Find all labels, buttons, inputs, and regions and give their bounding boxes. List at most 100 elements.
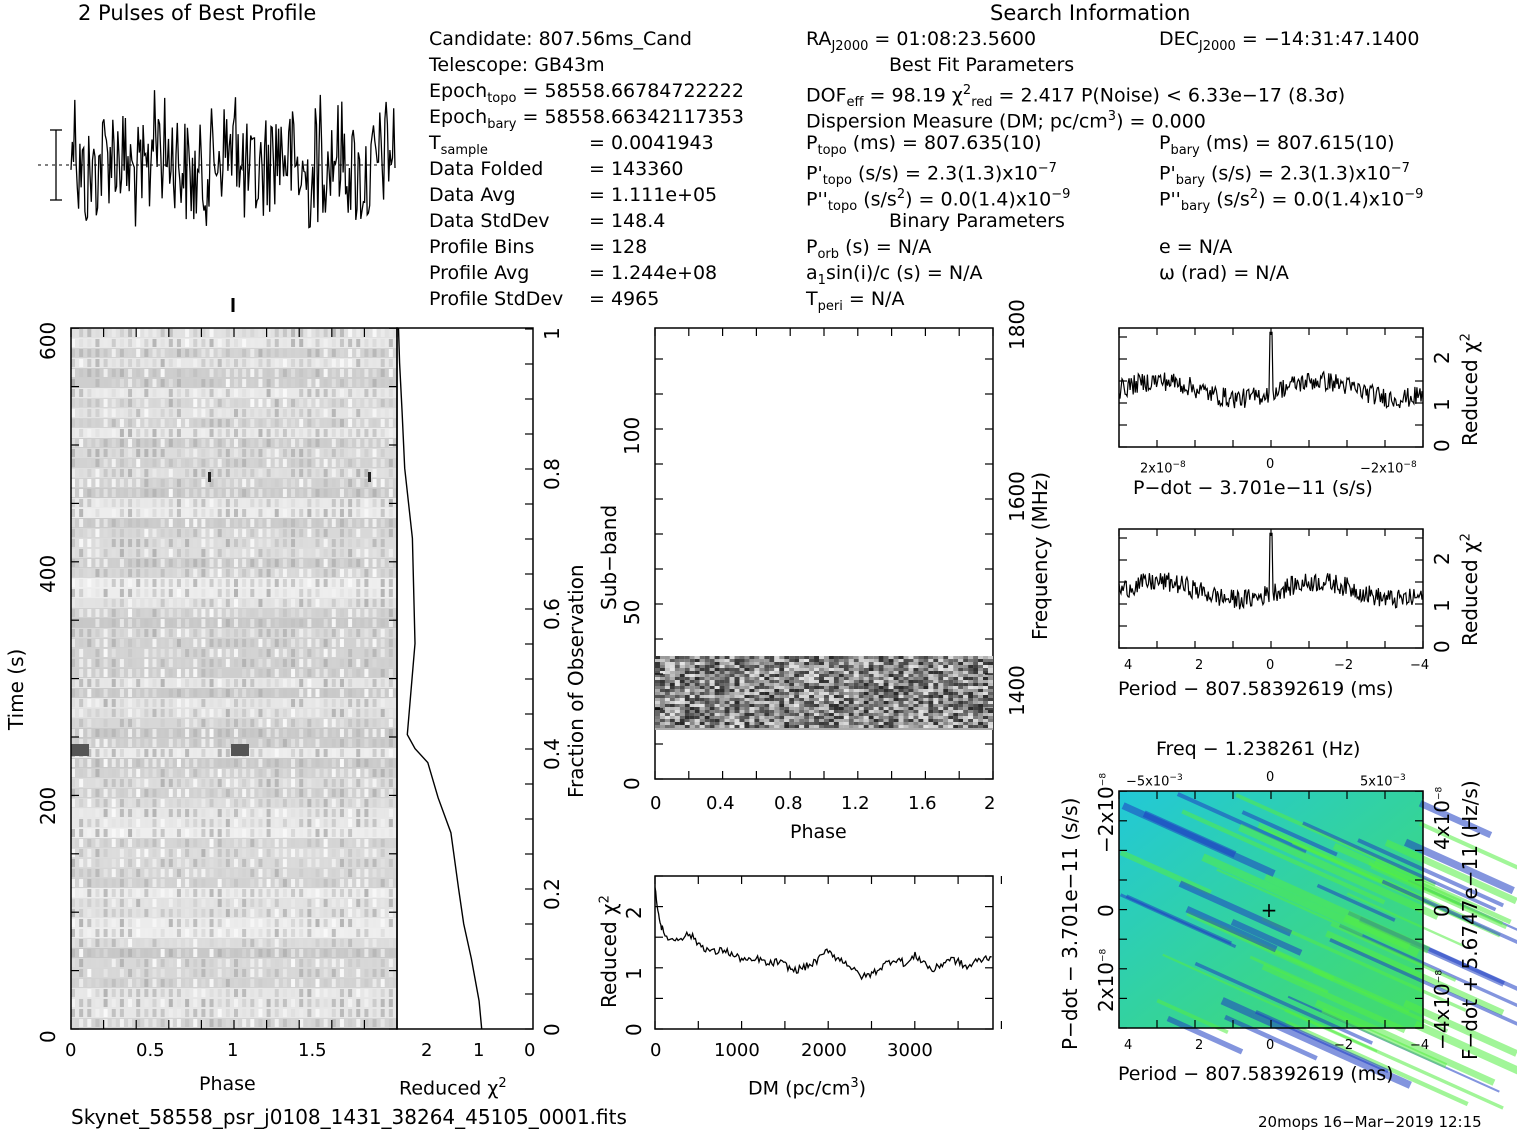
sb-cell — [893, 674, 899, 677]
tp-cell — [128, 919, 133, 927]
tp-cell — [274, 929, 279, 937]
tp-cell — [388, 999, 393, 1007]
ppd-streak — [1168, 1018, 1242, 1051]
tp-cell — [356, 409, 361, 417]
tp-cell — [323, 699, 328, 707]
sb-cell — [873, 695, 879, 698]
tp-cell — [307, 699, 312, 707]
tp-cell — [299, 799, 304, 807]
sb-cell — [809, 674, 815, 677]
tp-cell — [168, 429, 173, 437]
sb-cell — [714, 686, 720, 689]
tp-cell — [193, 609, 198, 617]
tp-cell — [380, 559, 385, 567]
sb-cell — [838, 704, 844, 707]
sb-cell — [873, 707, 879, 710]
sb-cell — [664, 716, 670, 719]
sb-cell — [659, 674, 665, 677]
tp-cell — [234, 429, 238, 437]
sb-cell — [958, 683, 964, 686]
tp-cell — [160, 869, 165, 877]
sb-cell — [858, 722, 864, 725]
sb-cell — [888, 707, 894, 710]
pdbary-value: (s/s) = 2.3(1.3)x10 — [1204, 162, 1391, 185]
tp-cell — [87, 849, 92, 857]
tp-cell — [274, 419, 279, 427]
sb-cell — [918, 677, 924, 680]
sb-cell — [958, 656, 964, 659]
sb-cell — [724, 686, 730, 689]
tp-cell — [356, 589, 361, 597]
tp-cell — [136, 799, 141, 807]
sb-cell — [983, 716, 989, 719]
tp-cell — [356, 629, 361, 637]
tp-cell — [217, 599, 222, 607]
tp-cell — [250, 359, 255, 367]
tp-cell — [201, 479, 206, 487]
tp-cell — [348, 639, 353, 647]
tp-cell — [193, 329, 198, 337]
tp-cell — [356, 839, 361, 847]
tp-cell — [372, 509, 377, 517]
sb-cell — [898, 698, 904, 701]
tp-cell — [348, 659, 353, 667]
tp-cell — [291, 909, 296, 917]
sb-cell — [694, 701, 700, 704]
tp-cell — [111, 409, 116, 417]
sb-cell — [689, 680, 695, 683]
tp-cell — [266, 549, 271, 557]
sb-cell — [958, 677, 964, 680]
tp-cell — [152, 839, 157, 847]
sb-cell — [814, 686, 820, 689]
tp-cell — [323, 589, 328, 597]
tp-cell — [201, 899, 206, 907]
tp-cell — [201, 669, 206, 677]
sb-cell — [913, 680, 919, 683]
tp-cell — [128, 359, 133, 367]
tp-cell — [348, 359, 353, 367]
tp-cell — [380, 749, 385, 757]
sb-cell — [724, 668, 730, 671]
sb-cell — [838, 725, 844, 728]
tp-cell — [103, 989, 108, 997]
tp-cell — [119, 499, 124, 507]
tp-cell — [144, 759, 149, 767]
tp-cell — [388, 729, 393, 737]
sb-cell — [858, 692, 864, 695]
tp-cell — [79, 559, 84, 567]
sb-cell — [669, 677, 675, 680]
tp-cell — [388, 769, 393, 777]
sb-cell — [714, 683, 720, 686]
tp-cell — [388, 869, 393, 877]
sb-cell — [739, 722, 745, 725]
tp-cell — [282, 629, 287, 637]
tp-cell — [315, 659, 320, 667]
sb-cell — [987, 716, 993, 719]
sb-cell — [719, 713, 725, 716]
tp-cell — [128, 869, 133, 877]
tp-cell — [250, 449, 255, 457]
tp-cell — [111, 609, 116, 617]
tp-cell — [193, 869, 198, 877]
tp-cell — [331, 769, 336, 777]
tp-cell — [356, 569, 361, 577]
sb-cell — [987, 677, 993, 680]
tp-cell — [168, 909, 173, 917]
tp-cell — [95, 1019, 100, 1027]
tp-cell — [119, 549, 124, 557]
tp-cell — [209, 419, 214, 427]
tp-cell — [144, 1009, 149, 1017]
tp-cell — [111, 399, 116, 407]
tp-cell — [128, 339, 133, 347]
tsample-label: T — [429, 132, 441, 154]
dec-label: DEC — [1159, 28, 1199, 50]
tp-cell — [103, 959, 108, 967]
tp-cell — [144, 709, 149, 717]
tp-cell — [209, 509, 214, 517]
tp-cell — [201, 539, 206, 547]
tp-cell — [201, 869, 206, 877]
tp-cell — [160, 389, 165, 397]
tp-cell — [71, 419, 75, 427]
tp-cell — [266, 649, 271, 657]
sb-cell — [958, 713, 964, 716]
